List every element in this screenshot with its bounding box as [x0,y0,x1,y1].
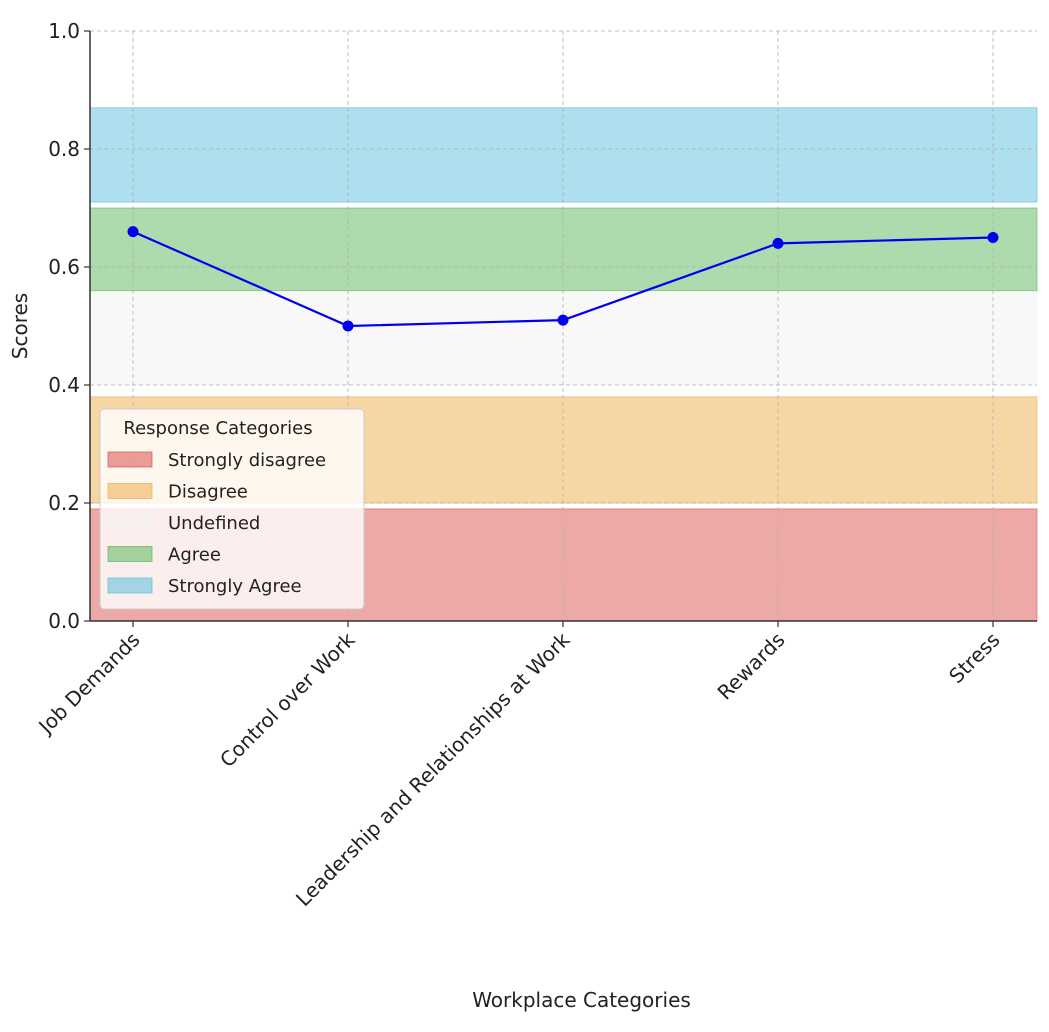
legend: Response Categories Strongly disagree Disa… [99,408,365,610]
series-layer [127,226,999,332]
data-point [342,320,354,332]
y-tick-label: 0.8 [48,137,80,161]
data-point [557,314,569,326]
x-tick-label: Stress [944,628,1004,688]
legend-box [99,408,365,610]
y-tick-label: 0.6 [48,255,80,279]
data-point [987,232,999,243]
y-tick-label: 0.4 [48,373,80,397]
legend-swatch [107,577,153,594]
data-point [127,226,139,238]
legend-title: Response Categories [123,418,312,439]
legend-label: Agree [168,545,221,566]
x-tick-label: Job Demands [33,628,145,740]
legend-label: Disagree [168,482,248,503]
x-axis-title: Workplace Categories [472,988,691,1012]
y-tick-label: 0.0 [48,609,80,633]
x-tick-label: Control over Work [215,627,360,772]
y-tick-label: 0.2 [48,491,80,515]
x-tick-label: Rewards [713,628,790,705]
y-axis-title: Scores [8,293,32,359]
legend-swatch [107,546,153,562]
legend-swatch [107,514,153,531]
axes-layer [84,30,1037,627]
legend-label: Strongly Agree [168,576,302,597]
y-tick-label: 1.0 [48,19,80,43]
legend-swatch [107,483,153,499]
data-point [772,237,784,249]
legend-label: Undefined [168,513,260,534]
legend-swatch [107,451,153,468]
legend-label: Strongly disagree [168,450,326,471]
